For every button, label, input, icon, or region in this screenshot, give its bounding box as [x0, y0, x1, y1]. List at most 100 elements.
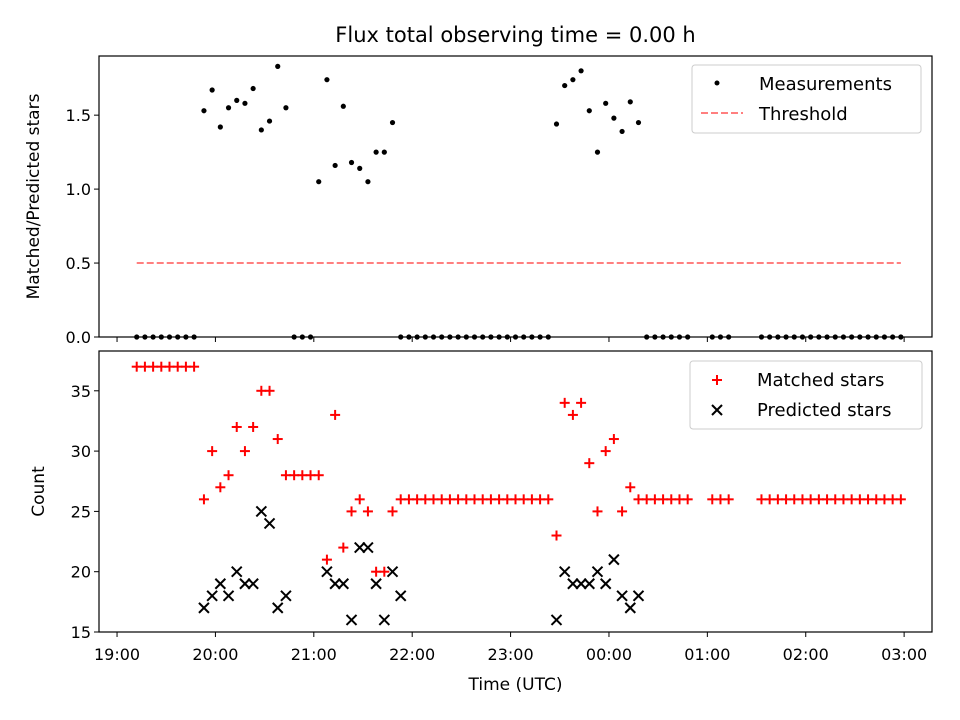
matched-star-point [723, 494, 734, 505]
predicted-star-point [370, 578, 382, 590]
measurement-point [209, 87, 215, 93]
predicted-star-point-b [214, 578, 227, 590]
legend-label-predicted-stars: Predicted stars [757, 400, 891, 421]
y-tick-label: 15 [71, 623, 91, 642]
matched-star-point [248, 421, 259, 432]
x-tick-label: 02:00 [783, 645, 829, 664]
plot-frame [98, 350, 933, 633]
legend-marker-measurements [714, 80, 720, 86]
predicted-star-point [337, 578, 350, 590]
measurement-point [348, 159, 355, 166]
measurement-point [225, 105, 232, 111]
predicted-star-point-b [345, 614, 358, 626]
bottom-legend: Matched stars Predicted stars [689, 360, 923, 430]
measurement-point [570, 77, 576, 83]
predicted-star-point [362, 541, 374, 554]
predicted-star-point [231, 565, 243, 578]
x-tick-label: 00:00 [586, 645, 632, 664]
predicted-star-point [386, 565, 399, 578]
measurement-point [332, 162, 338, 169]
measurement-point [324, 77, 330, 83]
predicted-star-point-b [370, 578, 382, 590]
measurement-point [635, 119, 642, 126]
legend-label-matched-stars: Matched stars [757, 370, 884, 391]
matched-star-point [387, 506, 398, 517]
predicted-star-point [599, 578, 612, 590]
predicted-star-point-b [567, 578, 579, 590]
predicted-star-point-b [247, 578, 259, 590]
measurement-point [258, 127, 264, 133]
predicted-star-point-b [354, 541, 366, 554]
x-tick-label: 21:00 [291, 645, 337, 664]
predicted-star-point-b [272, 602, 284, 614]
predicted-star-point [255, 505, 268, 518]
predicted-star-point [222, 590, 235, 602]
measurement-point [389, 119, 396, 126]
y-tick-label: 25 [71, 502, 91, 521]
x-tick-label: 23:00 [488, 645, 534, 664]
measurement-point [603, 100, 609, 106]
predicted-star-point [583, 578, 595, 590]
predicted-star-point-b [624, 602, 636, 614]
x-tick-label: 01:00 [684, 645, 730, 664]
measurement-point [365, 179, 371, 185]
measurement-point [217, 124, 223, 130]
predicted-star-point-b [362, 541, 374, 554]
plot-frame [98, 55, 933, 338]
matched-star-point [584, 458, 595, 469]
matched-star-point [338, 542, 349, 553]
predicted-star-point [247, 578, 259, 590]
predicted-star-point [558, 565, 571, 578]
matched-star-point [362, 506, 373, 517]
matched-star-point [895, 494, 906, 505]
matched-star-point [272, 434, 283, 445]
predicted-star-point-b [329, 578, 341, 590]
measurement-point [562, 82, 568, 89]
predicted-star-point [591, 565, 604, 578]
predicted-star-point [198, 602, 210, 614]
matched-star-point [592, 506, 603, 517]
measurement-point [242, 100, 248, 106]
predicted-star-point [239, 578, 251, 590]
y-tick-label: 30 [71, 442, 91, 461]
matched-star-point [682, 494, 693, 505]
predicted-star-point-b [550, 614, 563, 626]
matched-star-point [207, 446, 218, 457]
bottom-panel: 15 20 25 30 35 19:00 20:00 21:00 22:00 23:00 00:00… [29, 350, 933, 695]
matched-star-point [330, 409, 341, 420]
matched-star-point [543, 494, 554, 505]
x-tick-label: 22:00 [389, 645, 435, 664]
predicted-star-point-b [599, 578, 612, 590]
bottom-axes: 15 20 25 30 35 19:00 20:00 21:00 22:00 23:00 00:00… [71, 350, 933, 664]
y-tick-label: 1.0 [66, 180, 91, 199]
matched-star-point [608, 434, 619, 445]
predicted-star-point-b [575, 578, 587, 590]
predicted-star-point-b [583, 578, 595, 590]
matched-star-point [264, 385, 275, 396]
predicted-star-point-b [231, 565, 243, 578]
x-tick-label: 20:00 [192, 645, 238, 664]
predicted-star-point [280, 590, 292, 602]
predicted-star-point [329, 578, 341, 590]
predicted-star-point-b [206, 590, 218, 602]
x-tick-label: 03:00 [881, 645, 927, 664]
legend-x-glyph-b [711, 404, 723, 416]
measurement-point [340, 103, 346, 109]
measurement-point [381, 149, 387, 155]
y-tick-label: 0.5 [66, 254, 91, 273]
predicted-star-point-b [378, 614, 391, 626]
predicted-star-point [206, 590, 218, 602]
measurement-point [275, 63, 281, 69]
matched-star-point [239, 446, 250, 457]
measurement-point [250, 85, 256, 92]
predicted-star-point [395, 590, 407, 602]
matched-star-point [617, 506, 628, 517]
measurement-point [266, 118, 273, 124]
matched-star-point [567, 409, 578, 420]
measurement-point [357, 165, 363, 171]
matched-star-point [215, 482, 226, 493]
legend-x-glyph [711, 404, 723, 416]
y-tick-label: 0.0 [66, 328, 91, 347]
predicted-star-point-b [608, 553, 620, 566]
legend-label-threshold: Threshold [758, 104, 848, 125]
